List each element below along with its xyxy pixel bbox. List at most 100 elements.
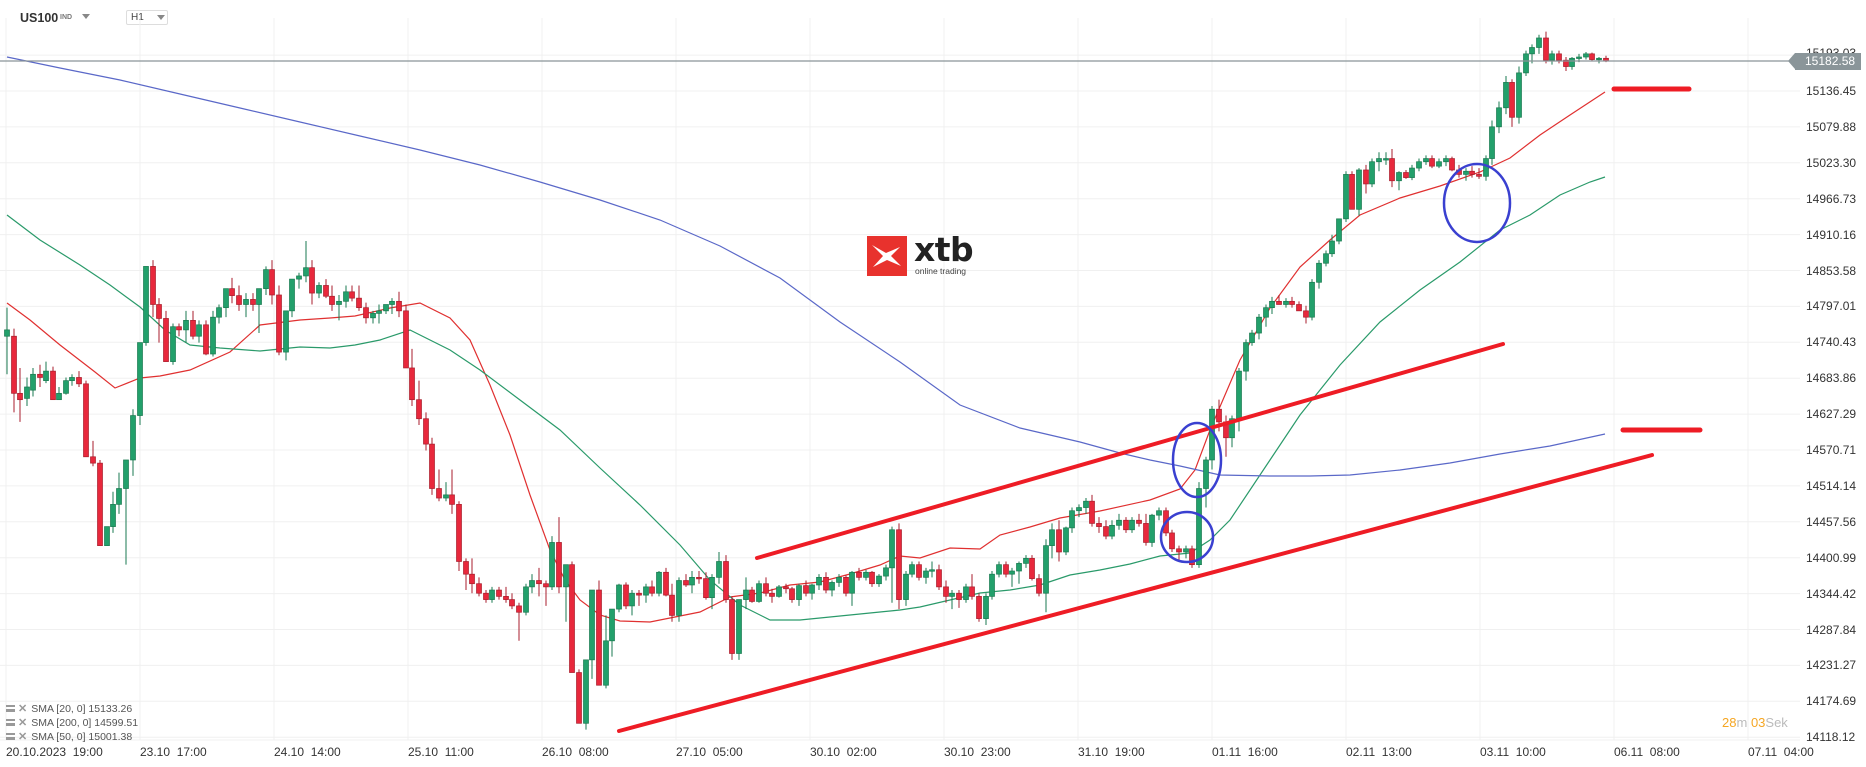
candle-bearish xyxy=(956,590,962,608)
candle-body xyxy=(1256,316,1262,334)
candle-bearish xyxy=(789,586,795,603)
candle-bearish xyxy=(1429,155,1435,169)
candle-bullish xyxy=(796,583,802,606)
candle-bullish xyxy=(1009,567,1015,587)
candle-body xyxy=(1096,523,1102,527)
candle-body xyxy=(629,592,635,607)
candle-bullish xyxy=(1069,507,1075,533)
candle-bearish xyxy=(309,260,315,305)
highlight-ellipse[interactable] xyxy=(1159,510,1215,564)
candle-body xyxy=(589,589,595,661)
candle-body xyxy=(323,285,329,297)
candle-bullish xyxy=(809,583,815,600)
candle-bearish xyxy=(596,580,602,686)
time-axis-label: 07.11 04:00 xyxy=(1748,745,1814,759)
candle-body xyxy=(196,324,202,337)
candle-bearish xyxy=(916,561,922,581)
candle-bullish xyxy=(903,571,909,606)
legend-item[interactable]: ✕ SMA [200, 0] 14599.51 xyxy=(6,716,138,729)
candle-body xyxy=(996,564,1002,575)
candle-bearish xyxy=(1289,296,1295,308)
candle-bullish xyxy=(676,577,682,622)
legend-item[interactable]: ✕ SMA [50, 0] 15001.38 xyxy=(6,730,132,743)
candle-body xyxy=(1156,510,1162,516)
candle-bullish xyxy=(996,561,1002,578)
candle-bullish xyxy=(216,304,222,324)
candle-body xyxy=(1103,526,1109,537)
candle-bullish xyxy=(1336,218,1342,245)
candle-body xyxy=(1049,529,1055,546)
candle-body xyxy=(1236,370,1242,420)
candle-body xyxy=(56,392,62,401)
symbol-type-badge: IND xyxy=(60,14,73,21)
candle-bullish xyxy=(56,386,62,401)
settings-lines-icon[interactable] xyxy=(6,733,15,740)
highlight-ellipse[interactable] xyxy=(1171,421,1223,499)
candle-bullish xyxy=(1243,339,1249,381)
candle-bullish xyxy=(1416,158,1422,172)
close-icon[interactable]: ✕ xyxy=(18,703,28,715)
candle-bearish xyxy=(556,517,562,594)
highlight-ellipse[interactable] xyxy=(1442,162,1512,244)
candle-bullish xyxy=(183,310,189,343)
settings-lines-icon[interactable] xyxy=(6,719,15,726)
candle-bullish xyxy=(963,583,969,603)
candle-body xyxy=(1189,548,1195,566)
candle-bullish xyxy=(343,285,349,308)
legend-label: SMA [20, 0] 15133.26 xyxy=(31,702,133,715)
channel-upper-trendline[interactable] xyxy=(755,342,1505,560)
price-axis-label: 15079.88 xyxy=(1806,119,1857,134)
candle-body xyxy=(1563,59,1569,67)
candle-bearish xyxy=(509,593,515,610)
candle-body xyxy=(4,329,10,337)
candle-body xyxy=(1489,126,1495,159)
candle-bearish xyxy=(416,380,422,426)
timeframe-select[interactable]: H1 xyxy=(126,10,168,25)
candle-body xyxy=(1263,307,1269,318)
candle-bullish xyxy=(1483,155,1489,181)
candle-body xyxy=(130,415,136,461)
candle-body xyxy=(1136,519,1142,524)
candle-bullish xyxy=(1076,504,1082,518)
candle-body xyxy=(943,586,949,597)
candle-body xyxy=(1543,37,1549,61)
candle-bearish xyxy=(1096,517,1102,533)
candle-body xyxy=(1409,167,1415,178)
symbol-name[interactable]: US100 xyxy=(20,11,59,25)
candle-bullish xyxy=(1049,523,1055,559)
close-icon[interactable]: ✕ xyxy=(18,731,28,743)
candle-bullish xyxy=(1309,279,1315,321)
drawing-annotations[interactable] xyxy=(617,86,1703,733)
candle-body xyxy=(1589,53,1595,60)
candle-body xyxy=(289,278,295,312)
candle-bearish xyxy=(250,293,256,311)
candle-bullish xyxy=(1596,57,1602,64)
price-axis-label: 14231.27 xyxy=(1806,658,1857,673)
candle-body xyxy=(923,570,929,578)
candle-bullish xyxy=(1569,57,1575,70)
price-axis-label: 14570.71 xyxy=(1806,443,1857,457)
symbol-dropdown-chevron-icon[interactable] xyxy=(82,14,90,19)
settings-lines-icon[interactable] xyxy=(6,705,15,712)
candle-body xyxy=(516,605,522,613)
candle-body xyxy=(476,583,482,594)
candle-bearish xyxy=(1036,574,1042,597)
candle-body xyxy=(223,288,229,309)
candle-bullish xyxy=(743,577,749,610)
candle-bearish xyxy=(463,558,469,591)
candle-bearish xyxy=(803,580,809,597)
channel-lower-trendline[interactable] xyxy=(617,453,1654,733)
candle-body xyxy=(929,569,935,572)
candle-bullish xyxy=(1043,539,1049,613)
candle-bearish xyxy=(50,366,56,401)
candle-body xyxy=(1309,281,1315,318)
candle-bullish xyxy=(104,526,110,546)
legend-label: SMA [50, 0] 15001.38 xyxy=(31,730,133,743)
candle-body xyxy=(236,295,242,305)
candle-bearish xyxy=(869,571,875,587)
close-icon[interactable]: ✕ xyxy=(18,717,28,729)
candle-body xyxy=(949,592,955,597)
legend-item[interactable]: ✕ SMA [20, 0] 15133.26 xyxy=(6,702,132,715)
candle-body xyxy=(1089,500,1095,524)
